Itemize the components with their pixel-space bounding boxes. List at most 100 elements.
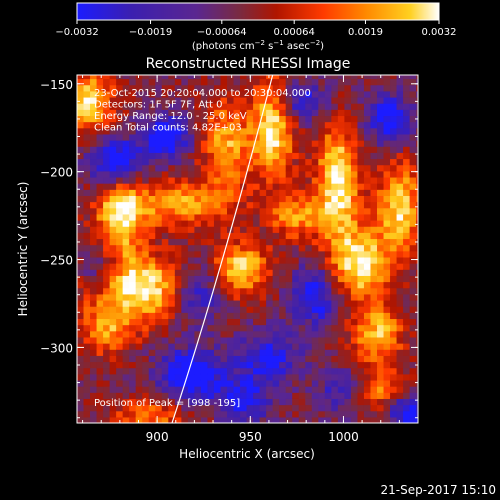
heatmap-cell [207, 256, 215, 264]
heatmap-cell [227, 75, 235, 80]
heatmap-cell [96, 410, 104, 418]
heatmap-cell [416, 256, 418, 264]
heatmap-cell [135, 176, 143, 184]
heatmap-cell [96, 152, 104, 160]
heatmap-cell [305, 213, 313, 221]
heatmap-cell [83, 232, 91, 240]
heatmap-cell [350, 299, 359, 307]
heatmap-cell [129, 398, 137, 406]
heatmap-cell [109, 281, 117, 289]
heatmap-cell [200, 127, 209, 135]
heatmap-cell [363, 146, 372, 153]
heatmap-cell [207, 121, 215, 129]
heatmap-cell [181, 146, 189, 153]
heatmap-cell [311, 244, 319, 252]
heatmap-cell [194, 121, 202, 129]
heatmap-cell [409, 90, 417, 98]
heatmap-cell [344, 416, 352, 423]
heatmap-cell [403, 306, 411, 313]
heatmap-cell [285, 416, 293, 423]
heatmap-cell [259, 306, 267, 313]
heatmap-cell [161, 293, 169, 301]
heatmap-cell [396, 140, 404, 147]
heatmap-cell [135, 164, 143, 172]
heatmap-cell [370, 398, 378, 406]
heatmap-cell [220, 404, 228, 412]
heatmap-cell [227, 195, 235, 203]
heatmap-cell [259, 232, 267, 240]
heatmap-cell [213, 164, 222, 172]
heatmap-cell [390, 386, 398, 393]
heatmap-cell [357, 324, 365, 332]
heatmap-cell [311, 201, 319, 209]
heatmap-cell [253, 275, 261, 283]
heatmap-cell [187, 361, 195, 369]
heatmap-cell [298, 293, 306, 301]
heatmap-cell [181, 392, 189, 399]
heatmap-cell [337, 336, 345, 344]
heatmap-cell [155, 293, 163, 301]
heatmap-cell [90, 232, 98, 240]
heatmap-cell [90, 416, 98, 423]
heatmap-cell [266, 293, 274, 301]
heatmap-cell [311, 281, 319, 289]
heatmap-cell [279, 115, 287, 123]
heatmap-cell [292, 189, 300, 196]
heatmap-cell [409, 170, 417, 178]
heatmap-cell [246, 121, 254, 129]
heatmap-cell [344, 201, 352, 209]
heatmap-cell [103, 416, 111, 423]
heatmap-cell [331, 250, 339, 258]
heatmap-cell [318, 183, 326, 190]
heatmap-cell [213, 330, 222, 338]
heatmap-cell [377, 152, 385, 160]
heatmap-cell [344, 386, 352, 393]
heatmap-cell [233, 281, 241, 289]
heatmap-cell [383, 392, 391, 399]
heatmap-cell [90, 121, 98, 129]
heatmap-cell [383, 250, 391, 258]
heatmap-cell [279, 263, 287, 270]
heatmap-cell [148, 410, 156, 418]
heatmap-cell [246, 361, 254, 369]
heatmap-cell [253, 146, 261, 153]
heatmap-cell [200, 103, 209, 110]
heatmap-cell [390, 263, 398, 270]
heatmap-cell [292, 201, 300, 209]
heatmap-cell [233, 287, 241, 295]
heatmap-cell [377, 133, 385, 141]
heatmap-cell [357, 373, 365, 381]
heatmap-cell [148, 158, 156, 166]
heatmap-cell [103, 103, 111, 110]
heatmap-cell [213, 361, 222, 369]
heatmap-cell [350, 281, 359, 289]
heatmap-cell [416, 176, 418, 184]
heatmap-cell [363, 336, 372, 344]
heatmap-cell [409, 109, 417, 117]
heatmap-cell [311, 127, 319, 135]
heatmap-cell [213, 269, 222, 276]
heatmap-cell [83, 336, 91, 344]
heatmap-cell [331, 164, 339, 172]
heatmap-cell [363, 269, 372, 276]
heatmap-cell [174, 244, 182, 252]
heatmap-cell [370, 183, 378, 190]
heatmap-cell [292, 336, 300, 344]
heatmap-cell [305, 256, 313, 264]
heatmap-cell [220, 299, 228, 307]
heatmap-cell [350, 78, 359, 86]
heatmap-cell [109, 146, 117, 153]
heatmap-cell [122, 318, 130, 326]
heatmap-cell [194, 127, 202, 135]
heatmap-cell [357, 176, 365, 184]
heatmap-cell [285, 250, 293, 258]
heatmap-cell [266, 373, 274, 381]
heatmap-cell [161, 318, 169, 326]
heatmap-cell [161, 250, 169, 258]
heatmap-cell [383, 115, 391, 123]
heatmap-cell [363, 410, 372, 418]
heatmap-cell [344, 158, 352, 166]
heatmap-cell [331, 404, 339, 412]
heatmap-cell [142, 361, 150, 369]
heatmap-cell [279, 176, 287, 184]
